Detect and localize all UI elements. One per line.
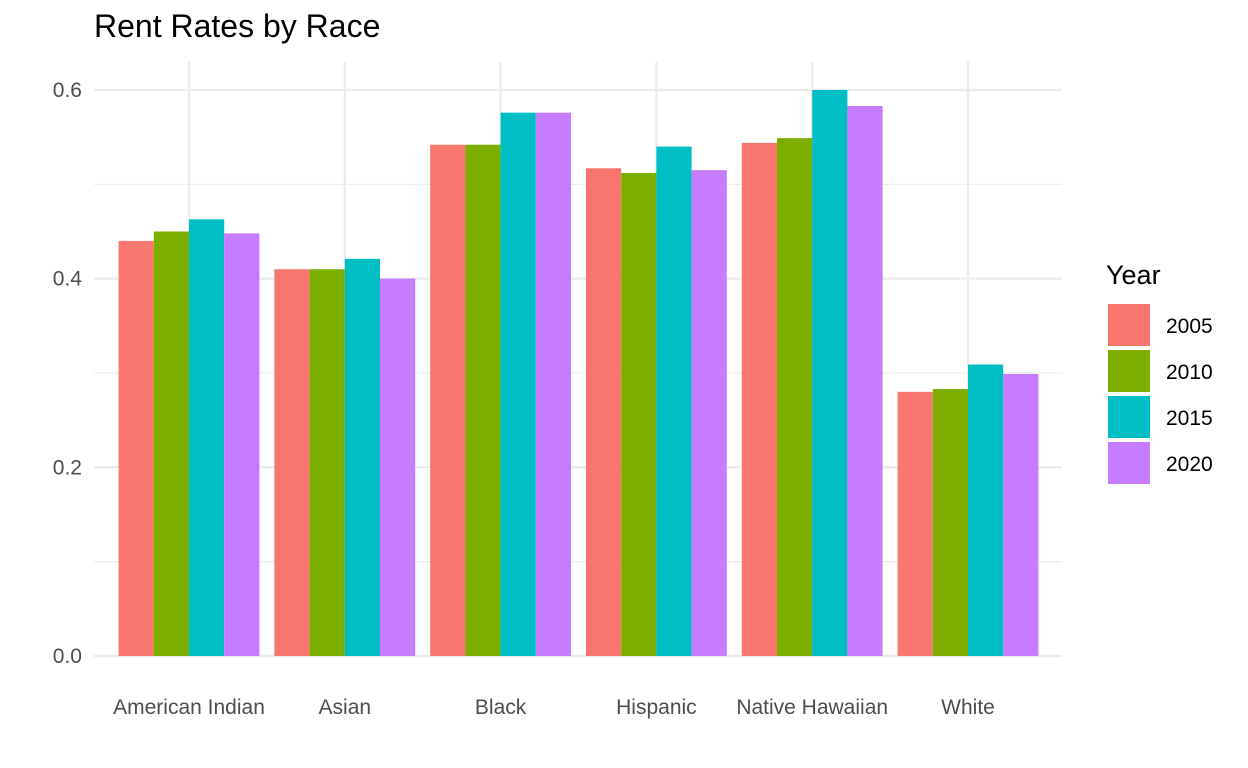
legend-key-2015	[1108, 396, 1150, 438]
bar-white-2005	[897, 391, 933, 656]
x-tick-label: American Indian	[113, 696, 265, 719]
bar-hispanic-2015	[656, 146, 692, 656]
y-tick-label: 0.6	[53, 79, 82, 102]
bar-hispanic-2020	[691, 170, 727, 656]
legend-label-2010: 2010	[1166, 361, 1213, 384]
y-tick-label: 0.2	[53, 456, 82, 479]
bar-native-hawaiian-2020	[847, 106, 883, 656]
bar-black-2015	[500, 112, 536, 656]
legend-label-2015: 2015	[1166, 407, 1213, 430]
x-tick-label: Native Hawaiian	[736, 696, 888, 719]
legend-key-2005	[1108, 304, 1150, 346]
x-tick-label: Asian	[319, 696, 372, 719]
x-tick-label: White	[941, 696, 995, 719]
bar-hispanic-2010	[621, 173, 657, 656]
bar-asian-2015	[344, 258, 380, 656]
bar-native-hawaiian-2015	[812, 90, 848, 656]
y-tick-label: 0.4	[53, 268, 83, 291]
bar-native-hawaiian-2005	[741, 142, 777, 656]
chart-title: Rent Rates by Race	[94, 8, 381, 44]
bar-white-2010	[932, 389, 968, 656]
bar-american-indian-2010	[153, 231, 189, 656]
legend-label-2020: 2020	[1166, 453, 1213, 476]
legend-key-2010	[1108, 350, 1150, 392]
bar-american-indian-2015	[189, 219, 225, 656]
x-tick-label: Black	[475, 696, 527, 719]
axis-labels: 0.0 0.2 0.4 0.6 American Indian Asian Black His…	[53, 79, 995, 719]
bar-american-indian-2005	[118, 240, 154, 656]
bar-white-2020	[1003, 373, 1039, 656]
legend-key-2020	[1108, 442, 1150, 484]
bar-asian-2005	[274, 269, 310, 656]
legend-label-2005: 2005	[1166, 315, 1213, 338]
legend: Year 2005 2010 2015 2020	[1106, 260, 1213, 484]
bar-hispanic-2005	[586, 168, 622, 656]
bars	[118, 90, 1039, 657]
y-tick-label: 0.0	[53, 645, 82, 668]
bar-black-2010	[465, 144, 501, 657]
bar-asian-2010	[309, 269, 345, 656]
bar-native-hawaiian-2010	[777, 138, 813, 657]
bar-white-2015	[968, 364, 1004, 656]
x-tick-label: Hispanic	[616, 696, 697, 719]
bar-black-2005	[430, 144, 466, 657]
legend-title: Year	[1106, 260, 1161, 290]
bar-asian-2020	[380, 278, 416, 656]
bar-american-indian-2020	[224, 233, 260, 657]
bar-black-2020	[535, 112, 571, 656]
